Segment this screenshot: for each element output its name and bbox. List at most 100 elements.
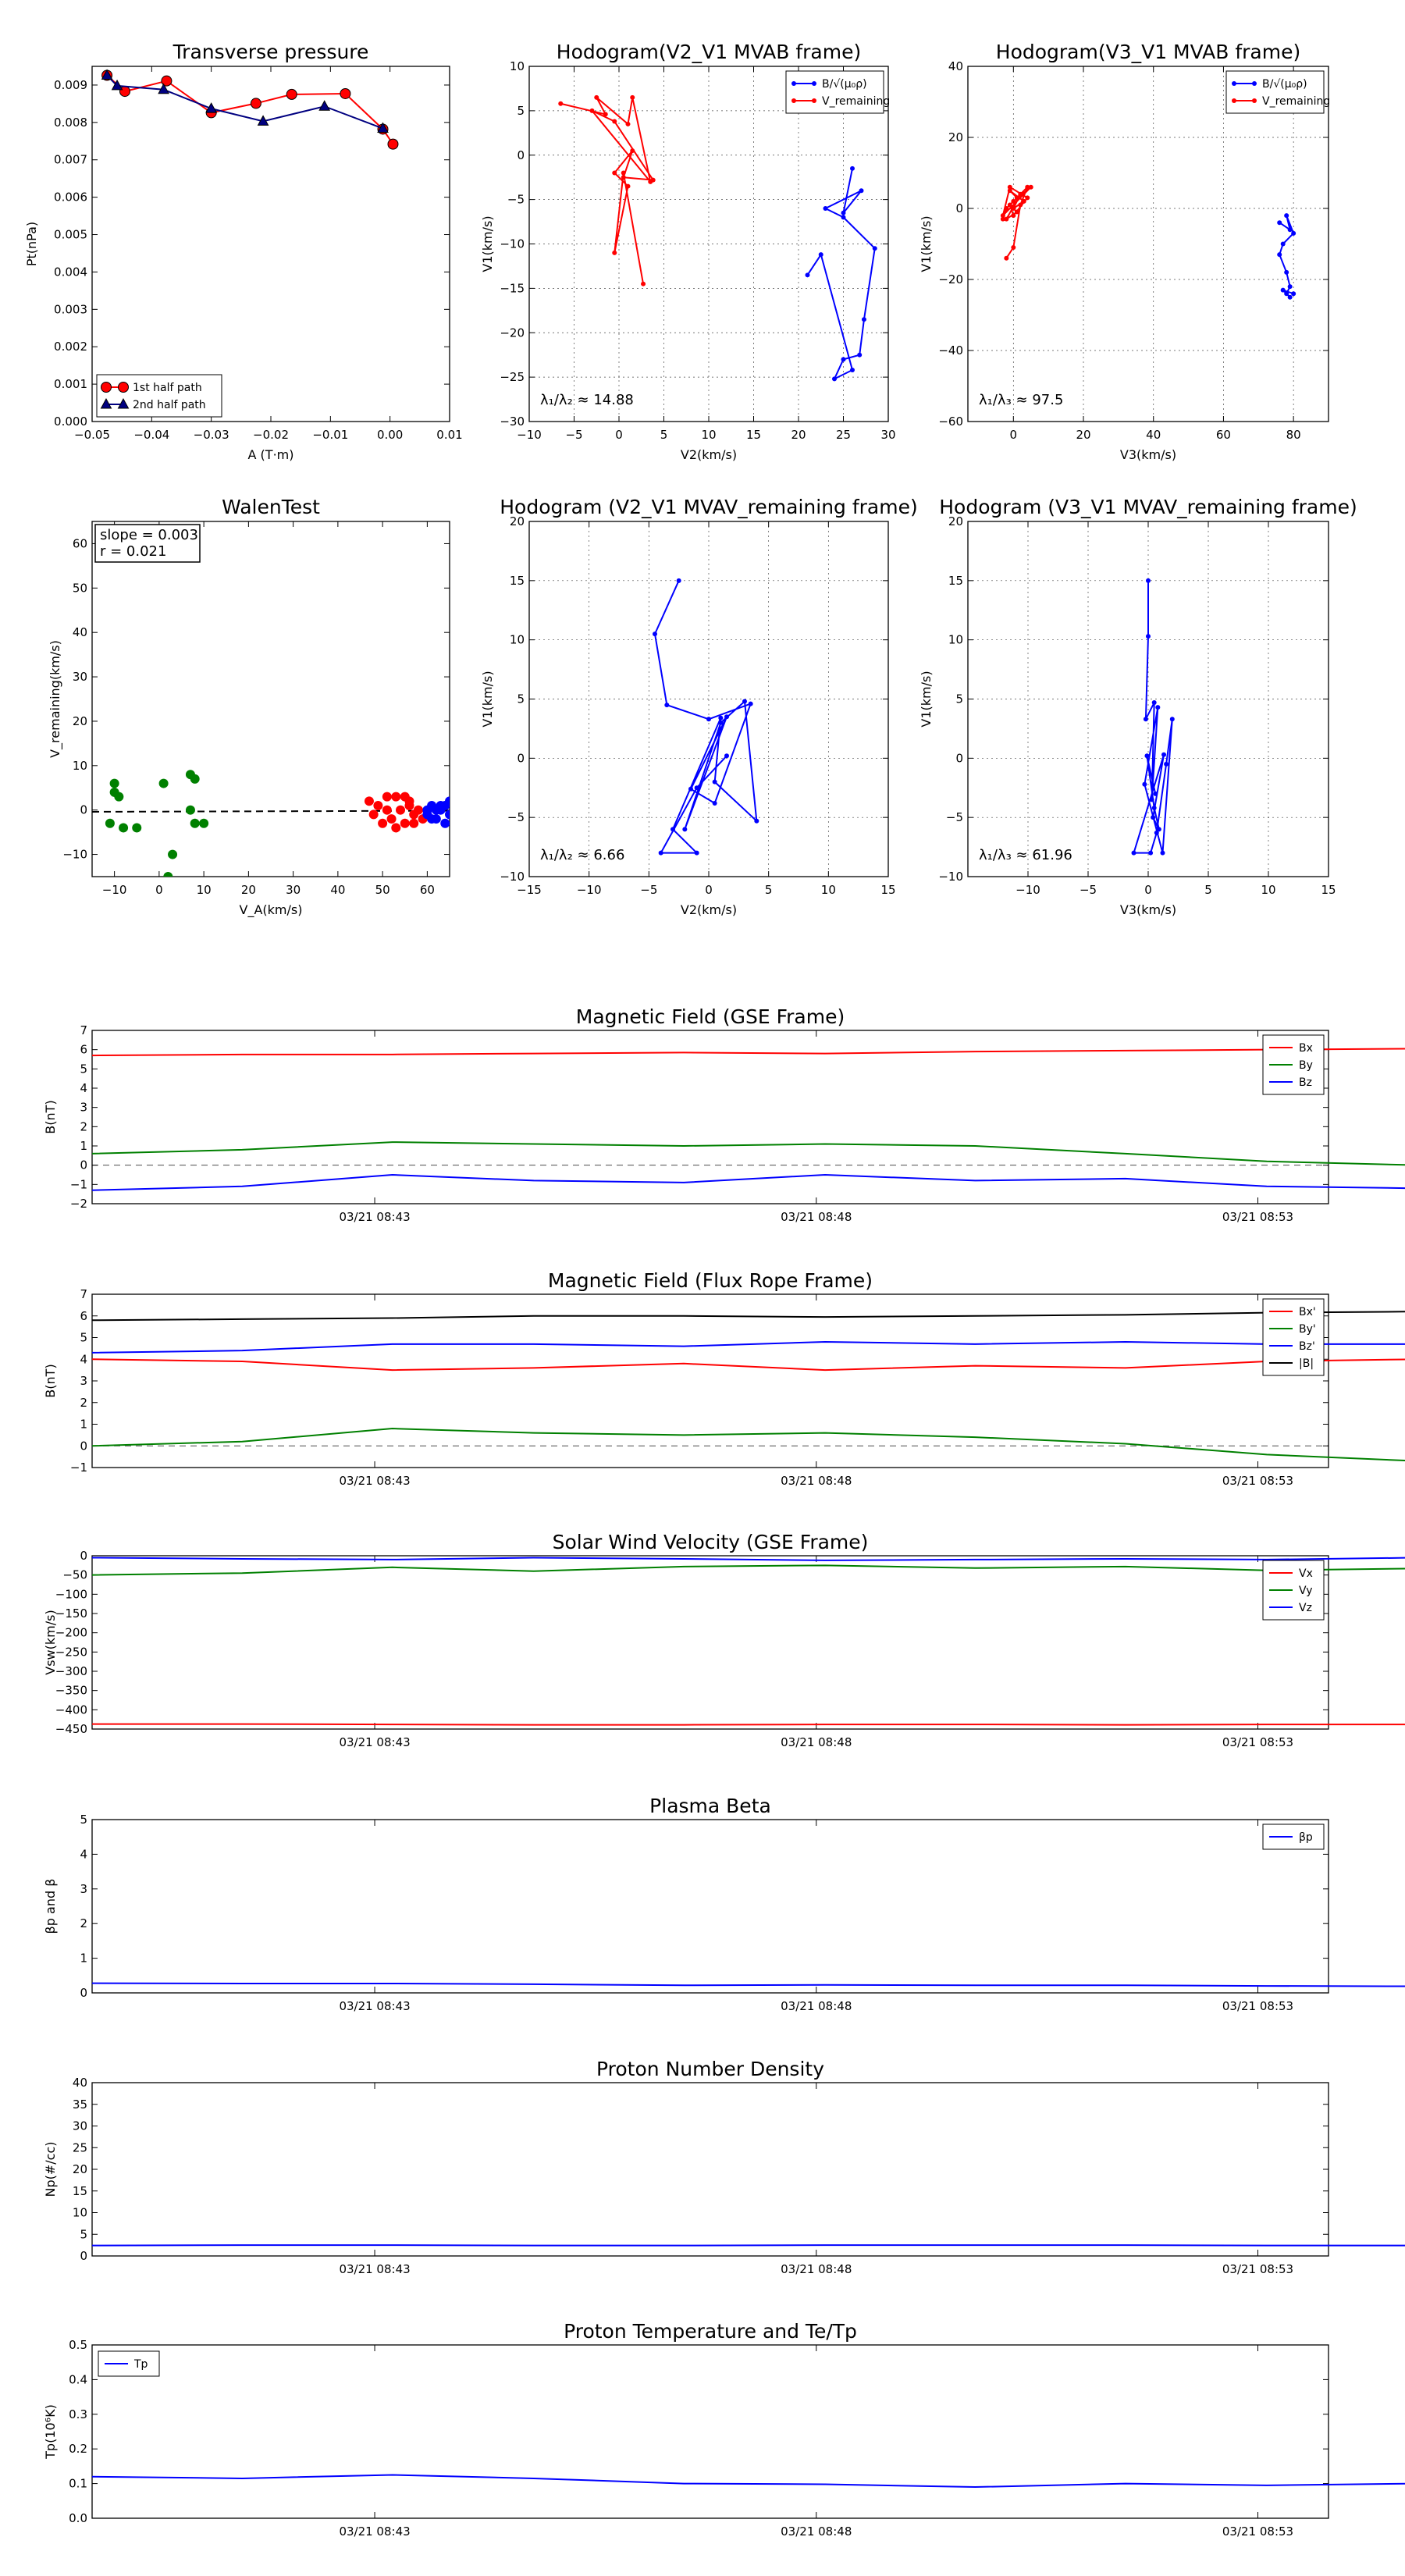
ts5-ytick-label: 0 xyxy=(80,2249,87,2263)
ts3-xtick-label: 03/21 08:48 xyxy=(781,1735,852,1749)
ts1-ytick-label: 0 xyxy=(80,1158,87,1172)
ts3-ytick-label: −300 xyxy=(55,1664,87,1678)
pt-ytick-label: 0.001 xyxy=(54,377,87,391)
pt-point xyxy=(205,102,218,113)
ts1-xtick-label: 03/21 08:48 xyxy=(781,1210,852,1224)
ts5-ytick-label: 35 xyxy=(73,2097,87,2112)
h3-point xyxy=(706,717,711,722)
ts3-ytick-label: −400 xyxy=(55,1703,87,1717)
h3-point xyxy=(742,699,747,704)
walen-point xyxy=(386,814,397,824)
h1-legend: B/√(μ₀ρ) V_remaining xyxy=(785,70,890,114)
h1-point xyxy=(841,210,846,215)
ts6-ytick-label: 0.1 xyxy=(69,2477,87,2491)
ts4-xtick-label: 03/21 08:43 xyxy=(339,1999,410,2013)
walen-point xyxy=(199,818,209,828)
walen-stat-line: r = 0.021 xyxy=(100,543,166,560)
h4-ylabel: V1(km/s) xyxy=(919,671,934,727)
h2-point xyxy=(1287,294,1293,300)
h1-point xyxy=(857,352,863,358)
walen-xtick-label: 50 xyxy=(375,883,390,897)
h3-point xyxy=(682,827,688,832)
h2-point xyxy=(1021,198,1026,204)
h1-point xyxy=(850,165,855,171)
h1-ytick-label: 0 xyxy=(517,148,525,162)
h2-ytick-label: −40 xyxy=(938,343,963,358)
h1-point xyxy=(823,206,828,211)
h1-xtick-label: −10 xyxy=(517,428,542,442)
h4-ytick-label: 20 xyxy=(948,514,963,528)
h1-point xyxy=(850,368,855,373)
h3-point xyxy=(724,714,729,720)
ts2-frame xyxy=(91,1293,1329,1468)
ts2-series-line xyxy=(91,1358,1405,1372)
h1-legend-marker xyxy=(791,81,796,86)
h1-xtick-label: −5 xyxy=(565,428,582,442)
h2-point xyxy=(1028,184,1033,190)
ts5-series-line xyxy=(91,2244,1405,2247)
pt-xtick-label: −0.05 xyxy=(74,428,110,442)
ts1-series-1 xyxy=(91,1141,1405,1166)
walen-point xyxy=(436,801,446,810)
h1-legend-marker xyxy=(812,98,816,103)
ts4-ylabel: βp and β xyxy=(43,1879,58,1934)
ts3-legend-label: Vz xyxy=(1299,1602,1312,1614)
ts2-ytick-label: 2 xyxy=(80,1396,87,1410)
h1-xtick-label: 10 xyxy=(701,428,716,442)
h4-series-0 xyxy=(1131,578,1175,856)
ts6-xtick-label: 03/21 08:48 xyxy=(781,2524,852,2539)
h1-point xyxy=(650,177,656,183)
h1-xtick-label: 5 xyxy=(660,428,668,442)
h3-point xyxy=(658,850,663,856)
h4-point xyxy=(1146,578,1151,583)
walen-point xyxy=(190,774,200,784)
h1-legend-marker xyxy=(812,81,816,86)
h4-point xyxy=(1131,850,1136,856)
ts4-ytick-label: 4 xyxy=(80,1847,87,1861)
h1-point xyxy=(872,246,877,251)
pt-point xyxy=(387,138,399,150)
h2-point xyxy=(1280,287,1286,293)
ts2-legend-label: Bx' xyxy=(1299,1306,1316,1318)
ts6-legend: Tp xyxy=(98,2350,160,2377)
h4-series-line xyxy=(1133,580,1173,854)
ts4-ytick-label: 5 xyxy=(80,1813,87,1827)
ts5-ytick-label: 15 xyxy=(73,2184,87,2198)
ts1-xtick-label: 03/21 08:43 xyxy=(339,1210,410,1224)
h3-point xyxy=(688,786,693,792)
walen-xtick-label: 30 xyxy=(286,883,301,897)
ts5-series-0 xyxy=(91,2244,1405,2247)
h1-series-line xyxy=(806,168,876,381)
walen-point xyxy=(185,805,195,815)
h1-title: Hodogram(V2_V1 MVAB frame) xyxy=(557,41,861,63)
ts3-ytick-label: −100 xyxy=(55,1587,87,1601)
ts3-ytick-label: −350 xyxy=(55,1684,87,1698)
h2-point xyxy=(1011,213,1016,219)
pt-xtick-label: −0.02 xyxy=(253,428,289,442)
h2-legend-marker xyxy=(1252,98,1257,103)
pt-legend-marker xyxy=(100,397,112,409)
ts6-series-line xyxy=(91,2474,1405,2489)
h2-point xyxy=(1007,184,1012,190)
h3-ytick-label: 15 xyxy=(510,574,525,588)
ts3-ytick-label: −200 xyxy=(55,1626,87,1640)
ts2-legend-label: By' xyxy=(1299,1323,1316,1336)
h3-ytick-label: 5 xyxy=(517,692,525,706)
walen-point xyxy=(391,792,401,802)
ts1-legend-label: Bx xyxy=(1299,1042,1313,1055)
h2-point xyxy=(1277,220,1282,226)
ts5-ytick-label: 40 xyxy=(73,2076,87,2090)
walen-point xyxy=(440,818,450,828)
h4-xtick-label: 5 xyxy=(1204,883,1212,897)
h4-xtick-label: −10 xyxy=(1016,883,1040,897)
pt-xtick-label: −0.01 xyxy=(312,428,348,442)
ts6-ylabel: Tp(10⁶K) xyxy=(43,2404,58,2460)
h3-point xyxy=(754,818,759,824)
h2-point xyxy=(1018,202,1023,208)
ts2-ytick-label: 1 xyxy=(80,1418,87,1432)
pt-point xyxy=(377,122,389,133)
ts1-title: Magnetic Field (GSE Frame) xyxy=(576,1005,845,1028)
h2-legend-label: V_remaining xyxy=(1262,95,1330,108)
ts2-ylabel: B(nT) xyxy=(43,1364,58,1397)
